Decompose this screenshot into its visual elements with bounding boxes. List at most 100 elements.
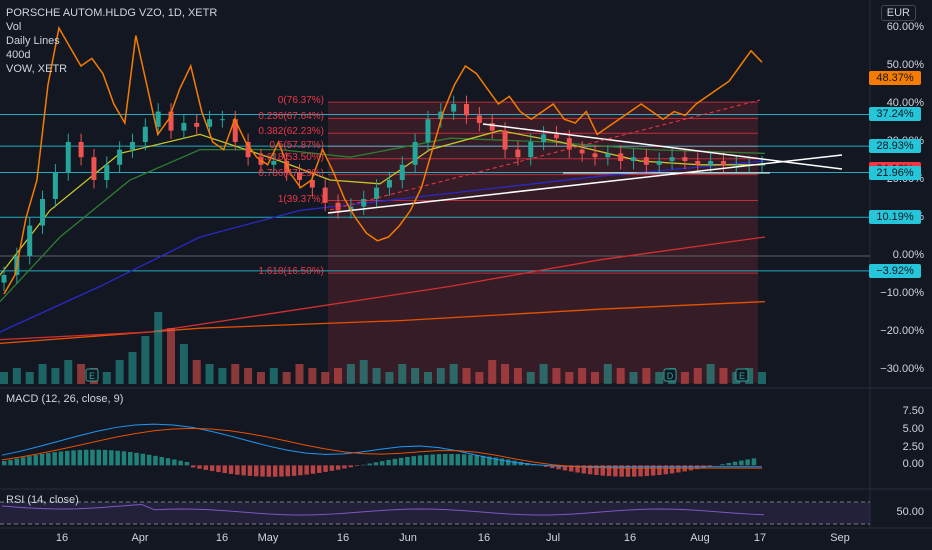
macd-histogram-bar <box>543 465 549 467</box>
candle <box>129 142 135 150</box>
candle <box>708 161 714 165</box>
price-tag-cyan[interactable]: 37.24% <box>869 107 921 122</box>
macd-histogram-bar <box>20 457 26 466</box>
candle <box>335 202 341 211</box>
macd-histogram-bar <box>581 465 587 474</box>
volume-bar <box>719 368 728 384</box>
macd-histogram-bar <box>191 465 196 468</box>
candle <box>78 142 84 158</box>
fib-level-label: 0.618(53.50%) <box>258 151 324 163</box>
macd-histogram-bar <box>600 465 605 476</box>
candle <box>207 119 213 127</box>
macd-histogram-bar <box>569 465 574 472</box>
candle <box>605 153 611 158</box>
volume-bar <box>552 368 561 384</box>
price-tag-vow[interactable]: 48.37% <box>869 71 921 85</box>
macd-histogram-bar <box>638 465 643 477</box>
legend-400d[interactable]: 400d <box>6 49 31 61</box>
candle <box>553 134 559 139</box>
legend-vow[interactable]: VOW, XETR <box>6 63 68 75</box>
macd-histogram-bar <box>367 463 372 466</box>
macd-axis-label: 2.50 <box>902 440 924 453</box>
fib-level-label: 1.618(16.50%) <box>258 266 324 278</box>
candle <box>682 157 688 161</box>
macd-histogram-bar <box>650 465 656 476</box>
macd-histogram-bar <box>455 454 461 466</box>
candle <box>566 138 572 150</box>
time-axis-label: 16 <box>336 532 350 544</box>
macd-histogram-bar <box>272 465 278 477</box>
macd-histogram-bar <box>146 454 152 466</box>
macd-axis-label: 7.50 <box>902 405 924 417</box>
volume-bar <box>385 372 394 384</box>
legend-vol[interactable]: Vol <box>6 21 22 33</box>
candle <box>194 123 200 127</box>
candle <box>271 161 277 165</box>
volume-bar <box>475 372 484 384</box>
price-axis-label: 0.00% <box>892 249 924 261</box>
macd-histogram-bar <box>606 465 612 477</box>
macd-histogram-bar <box>493 457 498 466</box>
candle <box>117 149 123 165</box>
chart-legend: PORSCHE AUTOM.HLDG VZO, 1D, XETR Vol Dai… <box>6 6 217 76</box>
ma-green-line <box>0 137 766 303</box>
price-tag-cyan[interactable]: 28.93% <box>869 139 921 154</box>
rsi-line <box>1 503 765 516</box>
macd-histogram-bar <box>222 465 227 474</box>
price-tag-cyan[interactable]: 10.19% <box>869 210 921 225</box>
legend-daily-lines[interactable]: Daily Lines <box>6 35 60 47</box>
price-tag-cyan[interactable]: −3.92% <box>869 263 921 278</box>
volume-bar <box>411 368 420 384</box>
candle <box>618 153 624 161</box>
time-axis-label: May <box>257 532 279 544</box>
chart-title: PORSCHE AUTOM.HLDG VZO, 1D, XETR <box>6 7 218 19</box>
volume-bar <box>256 372 265 384</box>
event-marker-text: E <box>739 371 745 381</box>
candle <box>361 199 367 207</box>
macd-line <box>1 423 762 468</box>
candle <box>528 142 534 158</box>
candle <box>451 104 457 112</box>
price-axis-label: 60.00% <box>886 21 924 33</box>
volume-bar <box>436 368 445 384</box>
candle <box>52 172 58 199</box>
macd-histogram-bar <box>613 465 618 477</box>
candle <box>181 123 187 131</box>
time-axis-label: Jul <box>545 532 561 544</box>
price-axis-label: −10.00% <box>880 287 924 299</box>
macd-histogram-bar <box>405 456 410 466</box>
macd-histogram-bar <box>33 455 38 466</box>
candle <box>40 199 46 226</box>
macd-histogram-bar <box>669 465 675 474</box>
rsi-axis-label: 50.00 <box>896 506 924 518</box>
candle <box>374 187 380 199</box>
currency-button[interactable]: EUR <box>880 5 916 21</box>
macd-histogram-bar <box>241 465 246 476</box>
macd-histogram-bar <box>184 461 190 466</box>
candle <box>1 275 7 283</box>
candle <box>502 130 508 150</box>
candle <box>168 111 174 131</box>
macd-histogram-bar <box>411 456 416 466</box>
macd-label[interactable]: MACD (12, 26, close, 9) <box>6 393 124 405</box>
volume-bar <box>578 368 587 384</box>
macd-axis-label: 5.00 <box>902 422 924 435</box>
rsi-label[interactable]: RSI (14, close) <box>6 494 79 506</box>
macd-histogram-bar <box>506 459 511 466</box>
macd-histogram-bar <box>323 465 328 472</box>
macd-histogram-bar <box>392 458 398 466</box>
candle <box>476 115 482 123</box>
macd-histogram-bar <box>260 465 265 477</box>
volume-bar <box>334 368 343 384</box>
volume-bar <box>115 360 124 384</box>
macd-histogram-bar <box>310 465 316 474</box>
event-marker-box <box>735 368 749 382</box>
macd-histogram-bar <box>291 465 297 476</box>
macd-histogram-bar <box>424 454 429 466</box>
candle <box>464 104 470 116</box>
volume-bar <box>321 372 330 384</box>
price-tag-cyan[interactable]: 21.96% <box>869 165 921 180</box>
macd-histogram-bar <box>153 455 158 466</box>
